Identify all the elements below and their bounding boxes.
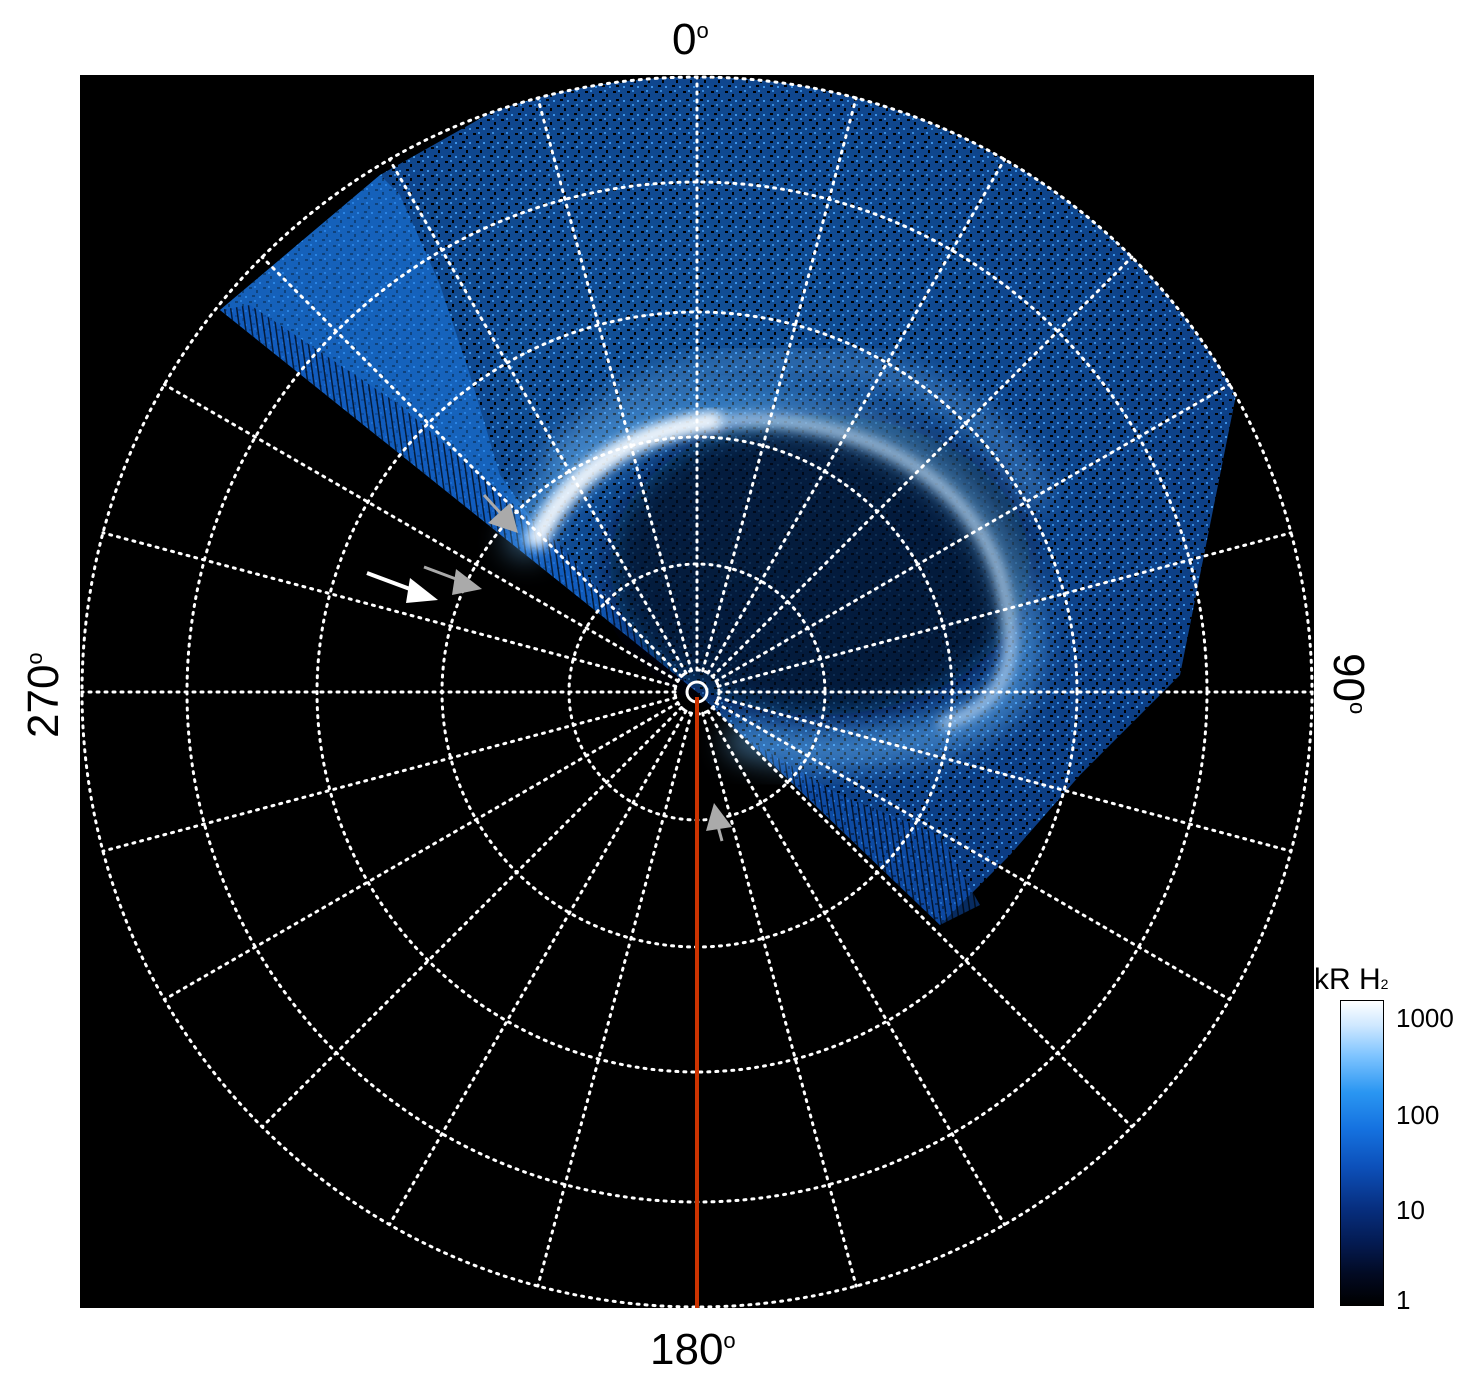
colorbar-tick-1000: 1000	[1396, 1003, 1454, 1033]
label-180-deg: 180o	[650, 1325, 736, 1374]
longitude-grid	[80, 75, 1314, 1308]
meridian-45	[711, 255, 1134, 678]
meridian-60	[714, 383, 1232, 683]
meridian-255	[101, 696, 678, 853]
meridian-135	[711, 706, 1134, 1129]
label-270-deg: 270o	[19, 652, 68, 738]
colorbar	[1340, 1000, 1384, 1306]
arrow-white	[366, 571, 438, 603]
arrow-gray-1	[423, 565, 482, 595]
meridian-15	[701, 96, 858, 673]
meridian-315	[260, 255, 683, 678]
annotation-arrows	[366, 493, 732, 842]
observed-sector	[220, 77, 1240, 925]
colorbar-tick-1: 1	[1396, 1285, 1411, 1315]
meridian-225	[260, 706, 683, 1129]
meridian-300	[162, 383, 680, 683]
meridian-240	[162, 701, 680, 1001]
meridian-150	[706, 709, 1006, 1227]
label-90-deg: 90o	[1324, 653, 1373, 715]
meridian-165	[701, 711, 858, 1288]
polar-aurora-image	[80, 75, 1314, 1308]
colorbar-tick-10: 10	[1396, 1195, 1425, 1225]
meridian-30	[706, 157, 1006, 675]
meridian-120	[714, 701, 1232, 1001]
meridian-75	[716, 531, 1293, 688]
meridian-345	[536, 96, 693, 673]
meridian-330	[388, 157, 688, 675]
meridian-210	[388, 709, 688, 1227]
label-0-deg: 0o	[672, 15, 709, 64]
colorbar-tick-100: 100	[1396, 1100, 1440, 1130]
arrow-gray-2	[482, 493, 518, 533]
colorbar-title: kR H2	[1314, 963, 1389, 996]
meridian-195	[536, 711, 693, 1288]
arrow-gray-3	[706, 803, 732, 842]
meridian-285	[101, 531, 678, 688]
meridian-105	[716, 696, 1293, 853]
